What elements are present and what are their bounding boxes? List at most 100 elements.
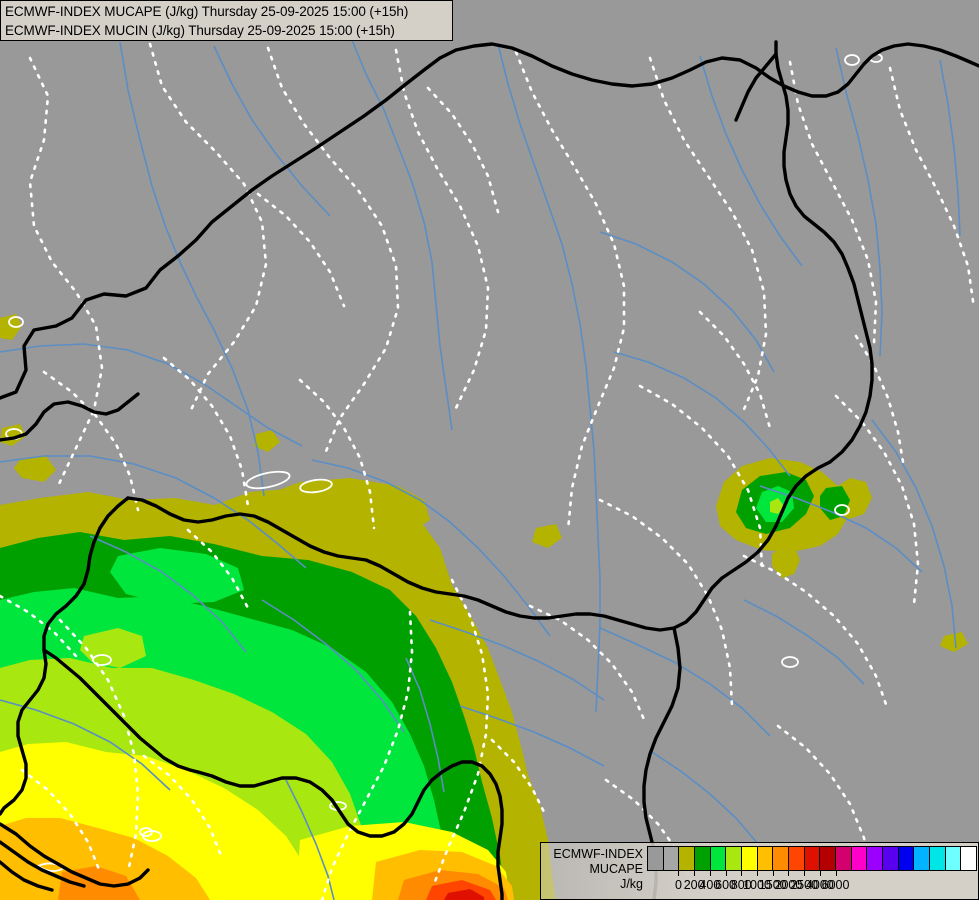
colorbar-swatches bbox=[647, 846, 977, 871]
lake-12 bbox=[139, 827, 153, 837]
country-border-layer bbox=[0, 40, 979, 900]
colorbar-swatch-11 bbox=[820, 847, 837, 870]
river-19 bbox=[0, 699, 171, 791]
river-24 bbox=[405, 657, 445, 793]
colorbar-swatch-9 bbox=[789, 847, 805, 870]
border-branch-n bbox=[734, 52, 778, 122]
lake-3 bbox=[844, 54, 860, 66]
title-line-mucape: ECMWF-INDEX MUCAPE (J/kg) Thursday 25-09… bbox=[5, 4, 409, 19]
river-10 bbox=[699, 55, 803, 267]
cape-east-pocket bbox=[716, 458, 872, 578]
river-6 bbox=[0, 455, 307, 569]
colorbar-ticklabel-2: 400 bbox=[699, 878, 721, 892]
colorbar-swatch-19 bbox=[945, 847, 962, 870]
river-13 bbox=[429, 619, 605, 701]
colorbar-tickmark-7 bbox=[788, 871, 790, 876]
colorbar-ticklabel-7: 2000 bbox=[774, 878, 803, 892]
colorbar-swatch-3 bbox=[695, 847, 711, 870]
map-title-box: ECMWF-INDEX MUCAPE (J/kg) Thursday 25-09… bbox=[0, 0, 453, 41]
region-boundary-17 bbox=[162, 356, 250, 508]
river-16 bbox=[261, 599, 405, 733]
colorbar-swatch-12 bbox=[836, 847, 852, 870]
river-20 bbox=[459, 705, 605, 767]
cape-east-tail bbox=[772, 546, 800, 578]
cape-band-2500-4000 bbox=[444, 889, 484, 900]
colorbar-ticklabel-1: 200 bbox=[683, 878, 705, 892]
colorbar-tickmark-0 bbox=[678, 871, 680, 876]
colorbar-tickmark-10 bbox=[835, 871, 837, 876]
river-23 bbox=[285, 779, 335, 900]
colorbar-tickmark-8 bbox=[804, 871, 806, 876]
colorbar-tickmark-3 bbox=[725, 871, 727, 876]
river-9 bbox=[599, 231, 775, 373]
region-boundary-4 bbox=[394, 48, 490, 410]
region-boundary-25 bbox=[186, 528, 250, 610]
region-boundary-14 bbox=[320, 610, 414, 900]
coastline-adriatic-3 bbox=[0, 860, 54, 892]
region-boundary-6 bbox=[648, 56, 768, 416]
region-boundary-28 bbox=[490, 738, 548, 818]
colorbar-swatch-2 bbox=[679, 847, 696, 870]
river-17 bbox=[213, 45, 331, 217]
colorbar-scale: 0 200 400 600 800 1000 1500 2000 2500 4000 6000 bbox=[647, 843, 978, 899]
lake-11 bbox=[299, 478, 333, 494]
colorbar-ticklabel-3: 600 bbox=[715, 878, 736, 892]
border-north bbox=[0, 42, 979, 400]
colorbar-ticks: 0 200 400 600 800 1000 1500 2000 2500 4000 6000 bbox=[647, 871, 977, 897]
colorbar-swatch-13 bbox=[851, 847, 868, 870]
colorbar-legend: ECMWF-INDEX MUCAPE J/kg 0 200 400 600 800 100… bbox=[540, 842, 979, 900]
colorbar-swatch-8 bbox=[773, 847, 790, 870]
colorbar-swatch-7 bbox=[757, 847, 774, 870]
colorbar-swatch-10 bbox=[804, 847, 821, 870]
colorbar-tickmark-4 bbox=[741, 871, 743, 876]
colorbar-swatch-20 bbox=[961, 847, 977, 870]
region-boundary-26 bbox=[0, 594, 78, 658]
region-boundary-16 bbox=[42, 370, 140, 512]
river-12 bbox=[599, 627, 771, 737]
region-boundary-30 bbox=[20, 768, 102, 874]
colorbar-swatch-5 bbox=[726, 847, 743, 870]
cape-patch-w1 bbox=[0, 314, 22, 340]
cape-patch-w4 bbox=[254, 430, 280, 452]
legend-variable-label: MUCAPE bbox=[589, 862, 643, 876]
river-7 bbox=[311, 459, 551, 637]
river-3 bbox=[497, 43, 601, 713]
region-boundary-20 bbox=[776, 724, 874, 876]
cape-band-1000-1500 bbox=[0, 818, 210, 900]
colorbar-swatch-0 bbox=[648, 847, 664, 870]
colorbar-swatch-4 bbox=[710, 847, 727, 870]
cape-patch-w5 bbox=[532, 524, 562, 548]
region-boundary-5 bbox=[514, 50, 626, 532]
cape-band-600-800-patch bbox=[80, 628, 146, 668]
coastline-adriatic-2 bbox=[0, 840, 86, 888]
legend-caption: ECMWF-INDEX MUCAPE J/kg bbox=[541, 843, 647, 899]
border-at-si bbox=[0, 496, 130, 816]
title-line-mucin: ECMWF-INDEX MUCIN (J/kg) Thursday 25-09-… bbox=[5, 23, 395, 38]
region-boundary-29 bbox=[142, 754, 224, 860]
colorbar-ticklabel-9: 4000 bbox=[805, 878, 834, 892]
colorbar-swatch-1 bbox=[663, 847, 680, 870]
colorbar-swatch-18 bbox=[930, 847, 946, 870]
region-boundary-23 bbox=[698, 310, 772, 430]
border-si-hr bbox=[196, 760, 504, 900]
region-boundary-7 bbox=[788, 60, 878, 346]
colorbar-ticklabel-0: 0 bbox=[674, 878, 682, 892]
colorbar-tickmark-5 bbox=[757, 871, 758, 876]
region-boundary-layer bbox=[0, 42, 976, 900]
region-boundary-15 bbox=[58, 618, 140, 874]
cape-band-0-200-ne-finger bbox=[256, 478, 430, 540]
region-boundary-9 bbox=[638, 384, 764, 570]
river-1 bbox=[119, 41, 265, 497]
river-4 bbox=[835, 47, 883, 357]
river-layer bbox=[0, 39, 961, 900]
coastline-adriatic bbox=[0, 822, 150, 888]
border-ne bbox=[774, 40, 874, 464]
legend-units-label: J/kg bbox=[620, 877, 643, 891]
cape-east-600-800 bbox=[770, 498, 784, 514]
colorbar-swatch-17 bbox=[914, 847, 931, 870]
colorbar-tickmark-9 bbox=[819, 871, 821, 876]
colorbar-swatch-14 bbox=[867, 847, 884, 870]
region-boundary-13 bbox=[432, 578, 490, 886]
lake-6 bbox=[781, 656, 799, 668]
